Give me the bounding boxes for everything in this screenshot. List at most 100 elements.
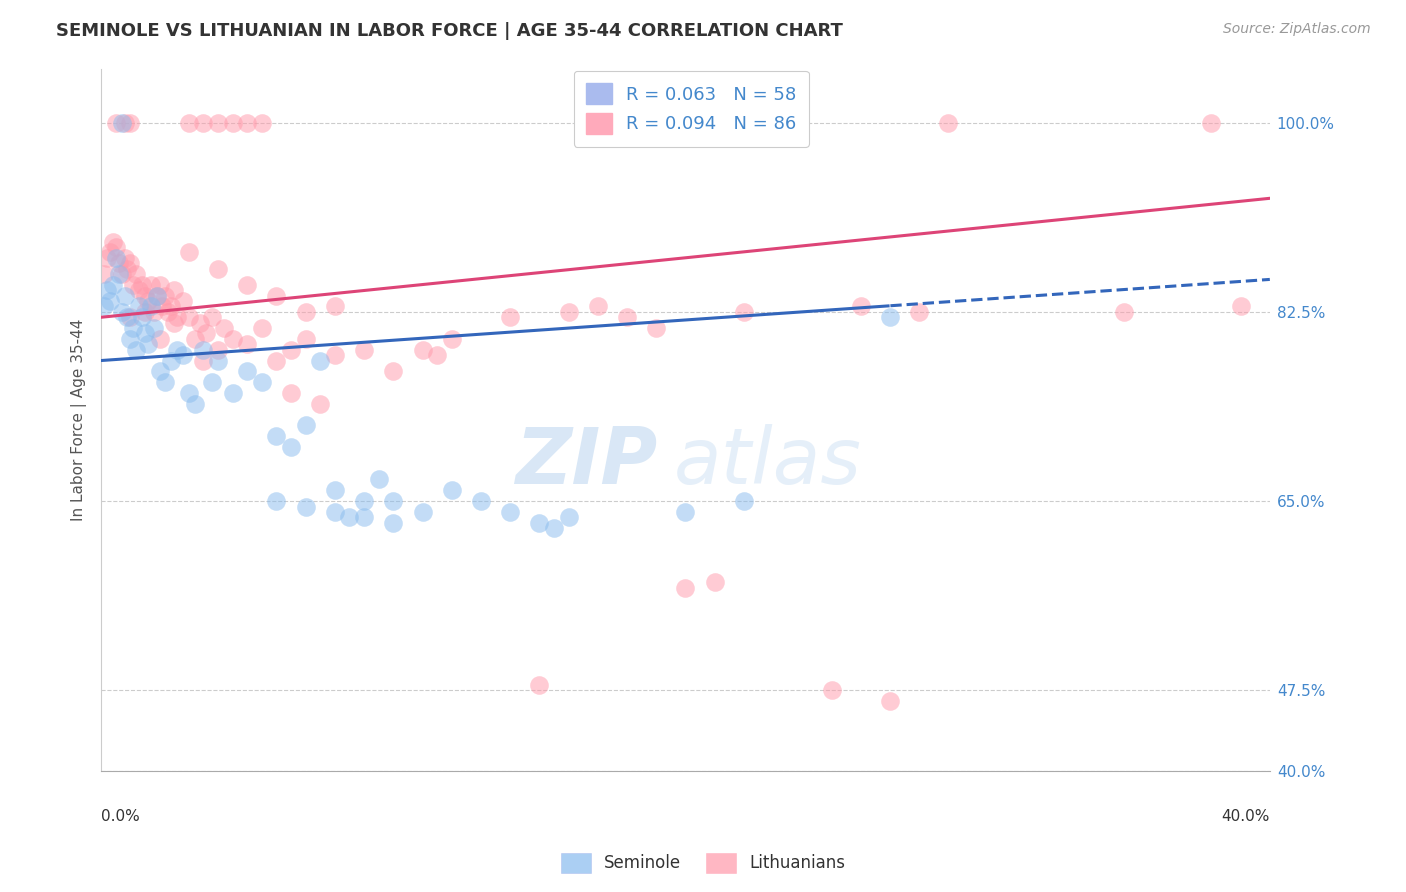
- Point: [190, 316, 212, 330]
- Point: [183, 397, 205, 411]
- Point: [675, 505, 697, 519]
- Point: [166, 343, 188, 357]
- Text: ZIP: ZIP: [515, 425, 657, 500]
- Point: [104, 240, 127, 254]
- Point: [139, 300, 162, 314]
- Point: [136, 337, 159, 351]
- Point: [136, 293, 159, 308]
- Point: [177, 245, 200, 260]
- Text: Source: ZipAtlas.com: Source: ZipAtlas.com: [1223, 22, 1371, 37]
- Point: [294, 500, 316, 514]
- Point: [104, 115, 127, 129]
- Point: [266, 288, 288, 302]
- Point: [440, 332, 463, 346]
- Point: [236, 364, 259, 378]
- Point: [280, 386, 302, 401]
- Point: [382, 494, 405, 508]
- Point: [212, 321, 235, 335]
- Point: [125, 267, 148, 281]
- Point: [323, 300, 346, 314]
- Point: [120, 115, 142, 129]
- Point: [101, 277, 124, 292]
- Point: [382, 516, 405, 530]
- Point: [117, 261, 139, 276]
- Point: [236, 337, 259, 351]
- Point: [125, 343, 148, 357]
- Point: [160, 300, 183, 314]
- Point: [152, 300, 174, 314]
- Legend: R = 0.063   N = 58, R = 0.094   N = 86: R = 0.063 N = 58, R = 0.094 N = 86: [574, 70, 808, 146]
- Point: [412, 505, 434, 519]
- Point: [193, 115, 215, 129]
- Y-axis label: In Labor Force | Age 35-44: In Labor Force | Age 35-44: [72, 318, 87, 521]
- Legend: Seminole, Lithuanians: Seminole, Lithuanians: [554, 847, 852, 880]
- Point: [221, 332, 243, 346]
- Point: [142, 305, 165, 319]
- Point: [139, 277, 162, 292]
- Point: [280, 440, 302, 454]
- Point: [309, 353, 332, 368]
- Point: [353, 510, 375, 524]
- Point: [207, 261, 229, 276]
- Point: [155, 288, 177, 302]
- Point: [193, 353, 215, 368]
- Point: [195, 326, 218, 341]
- Point: [367, 473, 389, 487]
- Point: [266, 494, 288, 508]
- Point: [131, 277, 153, 292]
- Point: [183, 332, 205, 346]
- Point: [114, 251, 136, 265]
- Point: [134, 326, 156, 341]
- Point: [557, 510, 579, 524]
- Point: [177, 386, 200, 401]
- Point: [266, 353, 288, 368]
- Point: [470, 494, 492, 508]
- Point: [134, 305, 156, 319]
- Point: [280, 343, 302, 357]
- Point: [93, 300, 115, 314]
- Point: [733, 494, 755, 508]
- Point: [207, 115, 229, 129]
- Point: [309, 397, 332, 411]
- Point: [163, 316, 186, 330]
- Point: [145, 288, 167, 302]
- Point: [382, 364, 405, 378]
- Point: [201, 375, 224, 389]
- Point: [529, 678, 551, 692]
- Point: [543, 521, 565, 535]
- Point: [250, 375, 273, 389]
- Point: [207, 353, 229, 368]
- Point: [107, 267, 129, 281]
- Point: [879, 310, 901, 325]
- Point: [172, 293, 194, 308]
- Point: [98, 245, 121, 260]
- Point: [163, 283, 186, 297]
- Point: [675, 581, 697, 595]
- Point: [426, 348, 449, 362]
- Text: SEMINOLE VS LITHUANIAN IN LABOR FORCE | AGE 35-44 CORRELATION CHART: SEMINOLE VS LITHUANIAN IN LABOR FORCE | …: [56, 22, 844, 40]
- Point: [107, 256, 129, 270]
- Point: [148, 364, 170, 378]
- Point: [586, 300, 609, 314]
- Point: [499, 505, 522, 519]
- Text: atlas: atlas: [673, 425, 862, 500]
- Point: [157, 305, 180, 319]
- Point: [733, 305, 755, 319]
- Point: [294, 332, 316, 346]
- Point: [207, 343, 229, 357]
- Point: [193, 343, 215, 357]
- Point: [1112, 305, 1135, 319]
- Point: [96, 283, 118, 297]
- Point: [762, 115, 785, 129]
- Point: [155, 375, 177, 389]
- Point: [148, 277, 170, 292]
- Point: [412, 343, 434, 357]
- Point: [645, 321, 668, 335]
- Point: [177, 310, 200, 325]
- Point: [120, 310, 142, 325]
- Point: [93, 267, 115, 281]
- Point: [172, 348, 194, 362]
- Point: [1201, 115, 1223, 129]
- Point: [117, 310, 139, 325]
- Text: 0.0%: 0.0%: [101, 809, 139, 824]
